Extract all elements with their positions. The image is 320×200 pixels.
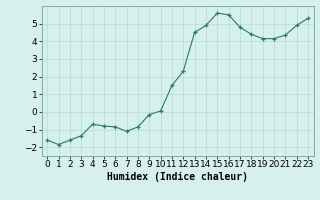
X-axis label: Humidex (Indice chaleur): Humidex (Indice chaleur) [107, 172, 248, 182]
